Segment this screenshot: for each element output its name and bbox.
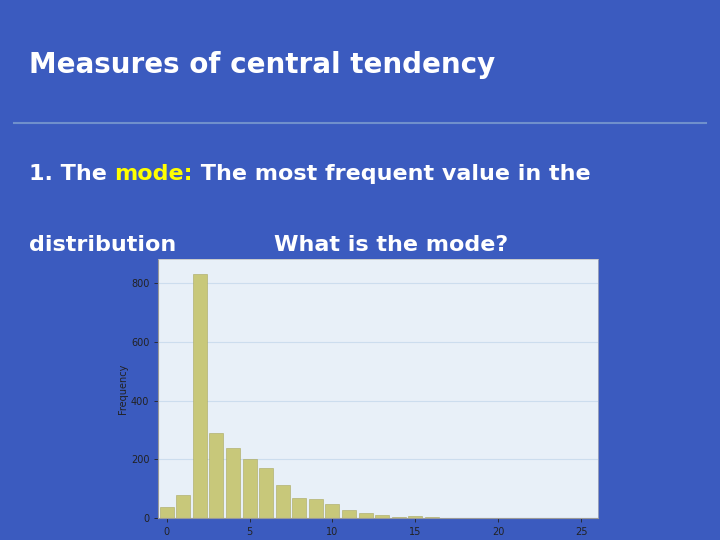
- Bar: [392, 517, 406, 518]
- Bar: [292, 498, 306, 518]
- Bar: [375, 515, 390, 518]
- Bar: [441, 517, 456, 518]
- Text: Measures of central tendency: Measures of central tendency: [29, 51, 495, 79]
- Y-axis label: Frequency: Frequency: [118, 363, 128, 414]
- Bar: [359, 512, 373, 518]
- Bar: [425, 517, 439, 518]
- Bar: [309, 500, 323, 518]
- Text: What is the mode?: What is the mode?: [274, 235, 508, 255]
- Bar: [259, 468, 273, 518]
- Bar: [276, 484, 289, 518]
- Bar: [160, 507, 174, 518]
- Bar: [210, 433, 223, 518]
- Bar: [342, 510, 356, 518]
- Text: mode:: mode:: [114, 164, 193, 184]
- Text: The most frequent value in the: The most frequent value in the: [193, 164, 590, 184]
- Bar: [226, 448, 240, 518]
- Text: 1. The: 1. The: [29, 164, 114, 184]
- Bar: [408, 516, 423, 518]
- Bar: [325, 504, 339, 518]
- Bar: [176, 495, 190, 518]
- Bar: [193, 274, 207, 518]
- Bar: [243, 460, 256, 518]
- Text: distribution: distribution: [29, 235, 176, 255]
